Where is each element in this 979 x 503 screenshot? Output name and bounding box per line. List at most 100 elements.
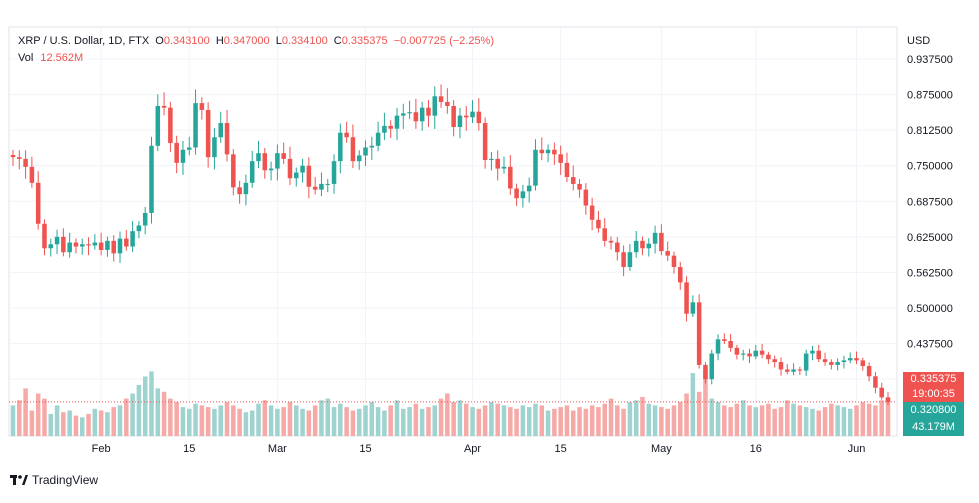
candle-body <box>155 105 161 146</box>
volume-bar <box>602 403 607 436</box>
volume-bar <box>23 388 28 436</box>
candle-body <box>822 359 828 363</box>
volume-bar <box>627 402 633 436</box>
volume-bar <box>854 405 859 436</box>
volume-bar <box>608 398 614 436</box>
candle-body <box>552 149 557 155</box>
candle-body <box>652 232 658 244</box>
legend-volume: Vol 12.562M <box>18 52 83 64</box>
candle-body <box>186 147 192 150</box>
candle-body <box>570 177 576 184</box>
volume-bar <box>61 412 66 436</box>
countdown-value: 19:00:35 <box>912 388 955 400</box>
volume-tag: 0.320800 43.179M <box>903 402 964 436</box>
candle-body <box>426 107 431 116</box>
candle-body <box>602 228 607 241</box>
candle-body <box>142 212 148 226</box>
volume-bar <box>684 393 689 436</box>
candle-body <box>86 244 91 246</box>
y-tick-label: 0.875000 <box>907 90 953 102</box>
y-tick-label: 0.500000 <box>907 303 953 315</box>
candle-body <box>501 166 507 169</box>
y-tick-label: 0.687500 <box>907 196 953 208</box>
volume-bar <box>501 405 507 436</box>
volume-bar <box>659 407 664 436</box>
x-tick-label: Feb <box>92 443 111 455</box>
candle-body <box>61 236 66 253</box>
x-tick-label: Jun <box>848 443 866 455</box>
volume-bar <box>124 398 129 436</box>
volume-bar <box>212 408 217 436</box>
volume-bar <box>432 405 438 436</box>
volume-bar <box>526 407 532 436</box>
volume-bar <box>92 408 98 436</box>
volume-bar <box>275 408 280 436</box>
candle-body <box>124 238 129 247</box>
volume-bar <box>369 402 375 436</box>
volume-bar <box>633 400 639 436</box>
candle-body <box>596 219 601 229</box>
currency-label: USD <box>907 35 930 47</box>
candle-body <box>791 369 796 372</box>
y-tick-label: 0.750000 <box>907 161 953 173</box>
candle-body <box>419 107 425 122</box>
volume-bar <box>426 407 431 436</box>
candle-body <box>10 155 16 158</box>
y-tick-label: 0.937500 <box>907 54 953 66</box>
volume-bar <box>312 405 318 436</box>
candle-body <box>734 347 740 355</box>
legend-ohlc: XRP / U.S. Dollar, 1D, FTX O0.343100 H0.… <box>18 35 494 47</box>
candle-body <box>854 358 859 361</box>
candle-body <box>835 362 840 365</box>
volume-bar <box>407 407 412 436</box>
candle-body <box>533 149 538 186</box>
volume-bar <box>640 396 645 436</box>
candle-body <box>785 369 790 372</box>
candle-body <box>539 149 545 154</box>
candle-body <box>759 350 765 355</box>
volume-bar <box>728 407 733 436</box>
volume-bar <box>589 405 595 436</box>
volume-bar <box>193 403 198 436</box>
volume-bar <box>545 410 551 436</box>
volume-bar <box>199 405 205 436</box>
x-tick-label: Apr <box>464 443 481 455</box>
volume-bar <box>722 405 727 436</box>
candle-body <box>766 354 771 360</box>
volume-bar <box>734 403 740 436</box>
volume-bar <box>256 403 261 436</box>
volume-bar <box>306 410 312 436</box>
volume-bar <box>155 388 161 436</box>
candle-body <box>640 240 645 249</box>
volume-bar <box>841 407 847 436</box>
candle-body <box>268 168 274 171</box>
volume-bar <box>401 408 406 436</box>
volume-bar <box>690 373 696 436</box>
candle-body <box>111 240 116 254</box>
volume-bar <box>476 408 482 436</box>
candle-body <box>237 187 242 195</box>
volume-bar <box>10 405 16 436</box>
candle-body <box>224 123 230 155</box>
candle-body <box>860 360 866 367</box>
candle-body <box>715 339 721 354</box>
candle-body <box>388 125 393 129</box>
candle-body <box>249 161 255 183</box>
candle-body <box>92 242 98 246</box>
volume-bar <box>671 405 677 436</box>
candle-body <box>262 153 268 171</box>
x-tick-label: Mar <box>268 443 287 455</box>
volume-bar <box>243 412 249 436</box>
volume-bar <box>388 405 393 436</box>
legend-symbol: XRP / U.S. Dollar, 1D, FTX <box>18 35 150 47</box>
candle-body <box>463 115 469 118</box>
volume-bar <box>73 415 79 436</box>
volume-bar <box>696 391 702 436</box>
candle-body <box>231 154 236 188</box>
candle-body <box>470 111 475 118</box>
volume-bar <box>382 410 387 436</box>
candle-body <box>633 240 639 253</box>
branding[interactable]: TradingView <box>10 473 98 487</box>
candle-body <box>451 105 456 128</box>
